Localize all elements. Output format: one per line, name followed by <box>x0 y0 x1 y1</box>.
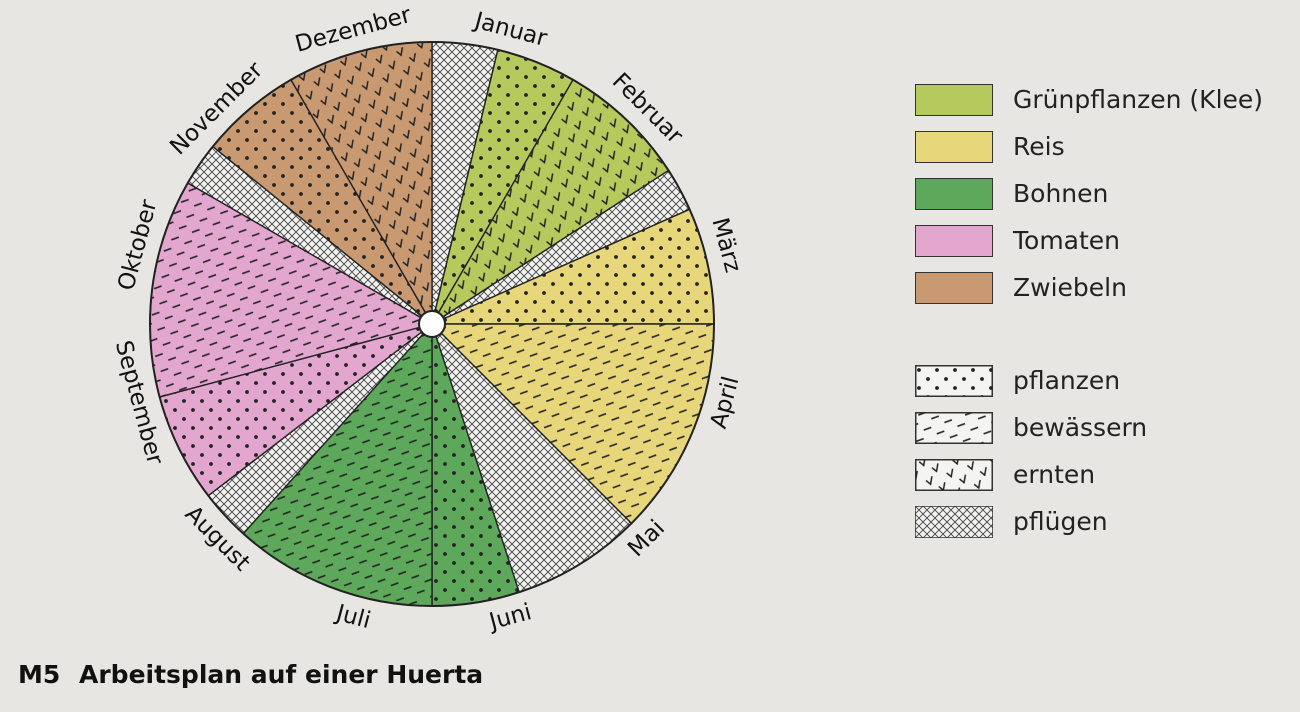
month-label-3: März <box>706 215 745 275</box>
legend-swatch-zwiebeln <box>915 272 993 304</box>
wheel-hub <box>418 310 446 338</box>
legend-swatch-bohnen <box>915 178 993 210</box>
legend-label-ernten: ernten <box>1013 460 1096 489</box>
legend-label-reis: Reis <box>1013 132 1065 161</box>
month-label-1: Januar <box>470 7 550 52</box>
sectors <box>149 41 715 607</box>
wheel-rim <box>149 41 715 607</box>
legend-label-bohnen: Bohnen <box>1013 179 1109 208</box>
month-label-4: April <box>706 374 745 432</box>
legend-label-bewaessern: bewässern <box>1013 413 1148 442</box>
legend-item-pfluegen: pflügen <box>915 502 1295 549</box>
crop-legend: Grünpflanzen (Klee) Reis Bohnen Tomaten Zwie… <box>915 80 1295 315</box>
legend-item-reis: Reis <box>915 127 1295 174</box>
calendar-wheel: JanuarFebruarMärzAprilMaiJuniJuliAugustS… <box>110 2 746 636</box>
figure-title: Arbeitsplan auf einer Huerta <box>79 660 484 689</box>
month-label-6: Juni <box>485 599 535 636</box>
legend-item-ernten: ernten <box>915 455 1295 502</box>
legend-label-pflanzen: pflanzen <box>1013 366 1121 395</box>
legend-item-gruen: Grünpflanzen (Klee) <box>915 80 1295 127</box>
legend-label-tomaten: Tomaten <box>1013 226 1121 255</box>
legend: Grünpflanzen (Klee) Reis Bohnen Tomaten Zwie… <box>915 80 1295 549</box>
legend-label-pfluegen: pflügen <box>1013 507 1108 536</box>
legend-swatch-pflanzen <box>915 365 993 397</box>
legend-item-bewaessern: bewässern <box>915 408 1295 455</box>
legend-item-pflanzen: pflanzen <box>915 361 1295 408</box>
figure-caption: M5 Arbeitsplan auf einer Huerta <box>18 660 483 689</box>
legend-item-zwiebeln: Zwiebeln <box>915 268 1295 315</box>
legend-swatch-tomaten <box>915 225 993 257</box>
activity-legend: pflanzen bewässern ernten pflügen <box>915 361 1295 549</box>
month-label-7: Juli <box>332 600 374 634</box>
legend-swatch-gruen <box>915 84 993 116</box>
figure-label: M5 <box>18 660 61 689</box>
legend-swatch-bewaessern <box>915 412 993 444</box>
legend-item-bohnen: Bohnen <box>915 174 1295 221</box>
legend-label-gruen: Grünpflanzen (Klee) <box>1013 85 1264 114</box>
legend-swatch-ernten <box>915 459 993 491</box>
legend-label-zwiebeln: Zwiebeln <box>1013 273 1127 302</box>
legend-item-tomaten: Tomaten <box>915 221 1295 268</box>
legend-swatch-pfluegen <box>915 506 993 538</box>
legend-swatch-reis <box>915 131 993 163</box>
